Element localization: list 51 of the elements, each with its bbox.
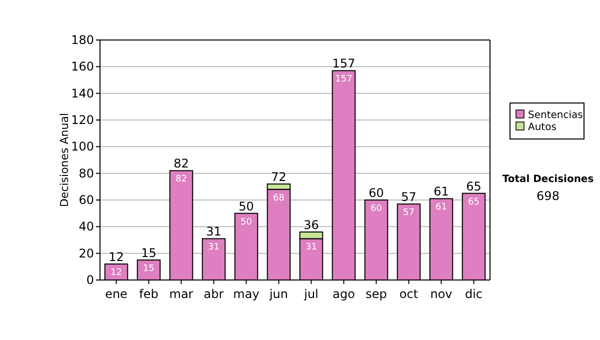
- y-tick-label: 100: [71, 140, 94, 154]
- y-tick-label: 80: [78, 166, 94, 180]
- x-tick-label: jul: [303, 287, 318, 301]
- data-label: 157: [335, 74, 352, 85]
- x-tick-label: oct: [399, 287, 418, 301]
- total-label: 36: [304, 218, 319, 232]
- x-tick-label: nov: [430, 287, 452, 301]
- x-tick-label: sep: [366, 287, 387, 301]
- legend-label: Sentencias: [528, 110, 583, 121]
- data-label: 68: [273, 193, 285, 204]
- total-label: 157: [332, 56, 356, 71]
- total-label: 60: [368, 186, 384, 200]
- total-label: 72: [271, 170, 286, 184]
- legend-label: Autos: [528, 122, 556, 133]
- y-tick-label: 40: [78, 220, 94, 234]
- data-label: 31: [306, 242, 317, 253]
- x-tick-label: jun: [268, 287, 288, 301]
- data-label: 12: [110, 268, 122, 278]
- x-tick-label: dic: [464, 287, 483, 301]
- data-label: 82: [176, 174, 187, 185]
- x-tick-label: feb: [139, 287, 158, 301]
- data-label: 31: [208, 242, 220, 253]
- y-tick-label: 0: [86, 273, 94, 287]
- x-tick-label: ago: [332, 287, 355, 301]
- total-label: 15: [141, 246, 156, 260]
- x-tick-label: mar: [169, 287, 194, 301]
- data-label: 15: [143, 264, 154, 274]
- total-label: 61: [434, 184, 449, 199]
- data-label: 57: [403, 208, 414, 218]
- total-label: 31: [206, 224, 222, 239]
- y-tick-label: 180: [71, 33, 94, 47]
- y-tick-label: 120: [71, 113, 94, 127]
- text: 698: [536, 189, 560, 203]
- total-label: 65: [466, 179, 482, 194]
- y-tick-label: 60: [78, 193, 94, 207]
- x-tick-label: may: [233, 287, 260, 301]
- y-tick-label: 20: [78, 246, 94, 260]
- x-tick-label: ene: [105, 287, 128, 301]
- y-tick-label: 160: [71, 60, 94, 74]
- x-tick-label: abr: [204, 287, 224, 301]
- y-axis-title: Decisiones Anual: [58, 112, 71, 208]
- data-label: 50: [240, 217, 252, 228]
- data-label: 61: [436, 202, 447, 213]
- total-label: 12: [108, 250, 124, 264]
- text: Total Decisiones: [502, 174, 594, 185]
- y-tick-label: 140: [71, 86, 94, 100]
- total-label: 82: [174, 156, 189, 171]
- total-label: 50: [238, 199, 254, 214]
- total-label: 57: [401, 190, 416, 204]
- data-label: 60: [370, 204, 382, 214]
- data-label: 65: [468, 197, 480, 208]
